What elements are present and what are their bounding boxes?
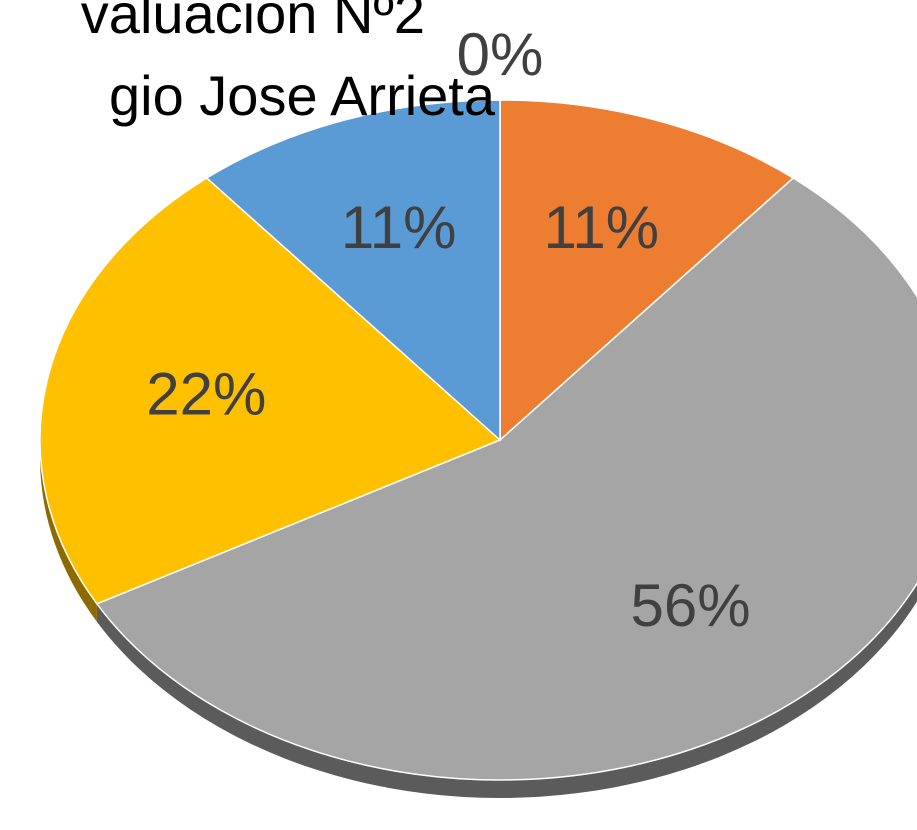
pie-slice xyxy=(499,99,795,442)
data-label: 11% xyxy=(341,194,457,261)
data-label: 11% xyxy=(543,194,659,261)
pie-side xyxy=(40,440,97,622)
chart-title: valuacion Nº2 xyxy=(81,0,425,45)
chart-title: gio Jose Arrieta xyxy=(109,64,496,127)
data-label: 0% xyxy=(457,21,544,88)
pie xyxy=(39,99,917,798)
pie-slice xyxy=(95,177,917,781)
pie-slice xyxy=(39,177,502,605)
data-label: 56% xyxy=(631,572,751,639)
data-label: 22% xyxy=(146,360,266,427)
pie-side xyxy=(96,583,917,798)
pie-slice xyxy=(205,99,501,442)
